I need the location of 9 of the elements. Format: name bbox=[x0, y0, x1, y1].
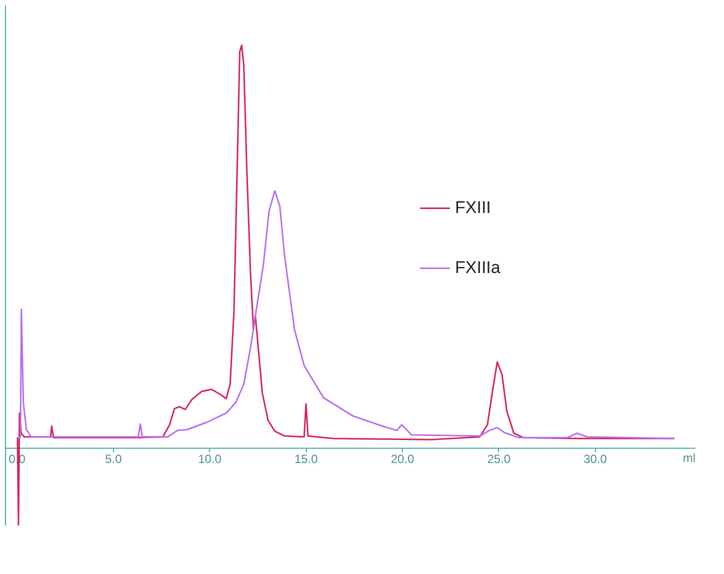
x-tick-label: 10.0 bbox=[198, 452, 222, 466]
x-tick-label: 30.0 bbox=[584, 452, 608, 466]
x-tick-label: 25.0 bbox=[487, 452, 511, 466]
x-axis-title: ml bbox=[682, 451, 696, 466]
x-tick-label: 20.0 bbox=[390, 452, 415, 466]
x-tick-label: 5.0 bbox=[105, 452, 122, 466]
x-tick-label: 15.0 bbox=[294, 452, 318, 466]
legend-label: FXIII bbox=[455, 198, 491, 218]
legend-label: FXIIIa bbox=[455, 258, 501, 278]
